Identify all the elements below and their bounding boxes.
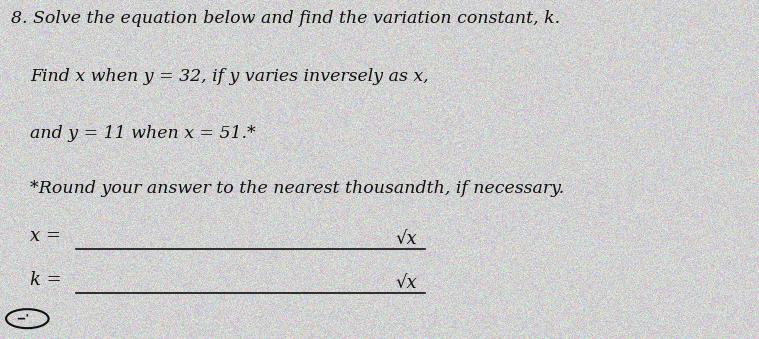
Text: √x: √x — [396, 274, 417, 292]
Text: 8. Solve the equation below and find the variation constant, k.: 8. Solve the equation below and find the… — [11, 10, 560, 27]
Text: *Round your answer to the nearest thousandth, if necessary.: *Round your answer to the nearest thousa… — [30, 180, 565, 197]
Text: k =: k = — [30, 271, 62, 289]
Text: √x: √x — [396, 230, 417, 247]
Text: and y = 11 when x = 51.*: and y = 11 when x = 51.* — [30, 125, 256, 142]
Text: Find x when y = 32, if y varies inversely as x,: Find x when y = 32, if y varies inversel… — [30, 68, 429, 85]
Text: x =: x = — [30, 227, 61, 245]
